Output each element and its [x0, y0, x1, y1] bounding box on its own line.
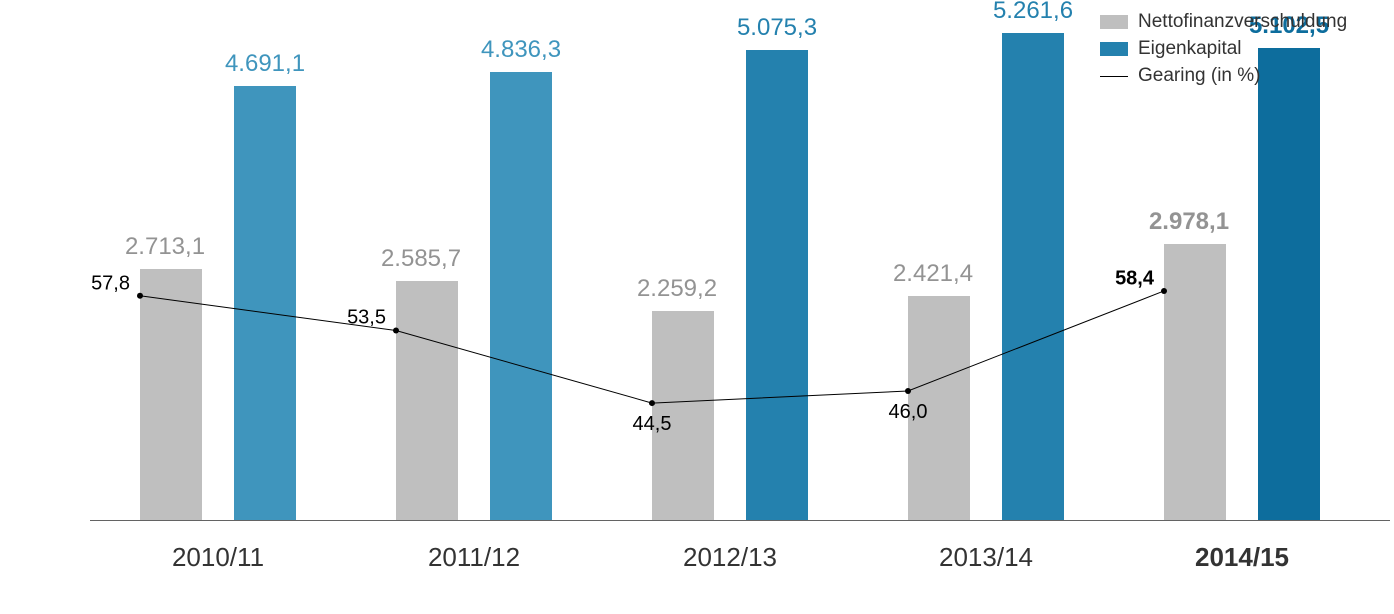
- legend: Nettofinanzverschuldung Eigenkapital Geari…: [1100, 12, 1347, 93]
- legend-swatch-line: [1100, 69, 1128, 83]
- legend-label: Nettofinanzverschuldung: [1138, 12, 1347, 33]
- category-label: 2014/15: [1195, 542, 1289, 573]
- category-label: 2013/14: [939, 542, 1033, 573]
- legend-item: Eigenkapital: [1100, 39, 1347, 60]
- category-label: 2010/11: [172, 542, 264, 573]
- gearing-value: 58,4: [1115, 267, 1154, 290]
- legend-swatch: [1100, 15, 1128, 29]
- baseline: [90, 520, 1390, 521]
- financial-chart: 2.713,14.691,12.585,74.836,32.259,25.075…: [0, 0, 1394, 614]
- legend-item: Nettofinanzverschuldung: [1100, 12, 1347, 33]
- legend-label: Eigenkapital: [1138, 39, 1242, 60]
- gearing-value: 53,5: [347, 307, 386, 330]
- legend-swatch: [1100, 42, 1128, 56]
- gearing-value: 44,5: [633, 413, 672, 436]
- category-label: 2012/13: [683, 542, 777, 573]
- gearing-value: 46,0: [889, 401, 928, 424]
- category-label: 2011/12: [428, 542, 520, 573]
- legend-label: Gearing (in %): [1138, 66, 1261, 87]
- gearing-line: [100, 20, 1380, 520]
- legend-item: Gearing (in %): [1100, 66, 1347, 87]
- gearing-value: 57,8: [91, 272, 130, 295]
